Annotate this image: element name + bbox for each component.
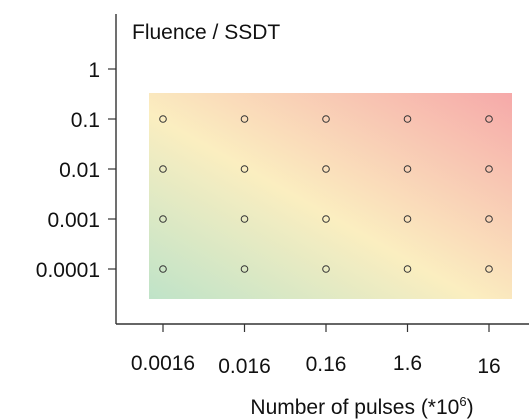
y-tick-label: 0.001 [47,209,100,232]
data-point [485,165,493,173]
data-point [240,265,249,273]
x-axis-label: Number of pulses (*106) [250,394,473,419]
data-point [403,115,412,123]
x-axis-label-close: ) [467,396,474,419]
x-axis-label-main: Number of pulses (*10 [250,396,459,419]
x-tick-label: 0.016 [218,355,271,378]
data-point [322,165,330,173]
y-tick-label: 0.0001 [36,259,100,282]
x-tick-label: 0.16 [306,353,347,376]
data-point [159,165,167,173]
y-tick-label: 1 [88,59,100,82]
chart-title: Fluence / SSDT [132,21,280,44]
data-point [159,215,167,223]
data-points [159,115,493,273]
x-tick-label: 16 [477,355,500,378]
x-tick-label: 0.0016 [131,352,195,375]
data-point [159,265,167,273]
data-point [403,215,412,223]
data-point [322,265,330,273]
data-point [159,115,167,123]
data-point [403,165,412,173]
x-axis-label-superscript: 6 [459,394,466,409]
data-point [322,115,330,123]
data-point [240,165,249,173]
data-point [322,215,330,223]
x-ticks: 0.0016 0.016 0.16 1.6 16 [131,324,501,378]
data-point [403,265,412,273]
data-point [485,215,493,223]
y-tick-label: 0.1 [71,109,100,132]
data-point [485,265,493,273]
data-point [240,115,249,123]
data-point [485,115,493,123]
y-tick-label: 0.01 [59,159,100,182]
x-tick-label: 1.6 [393,352,422,375]
y-ticks: 1 0.1 0.01 0.001 0.0001 [36,59,116,282]
plot-background [149,93,512,299]
data-point [240,215,249,223]
